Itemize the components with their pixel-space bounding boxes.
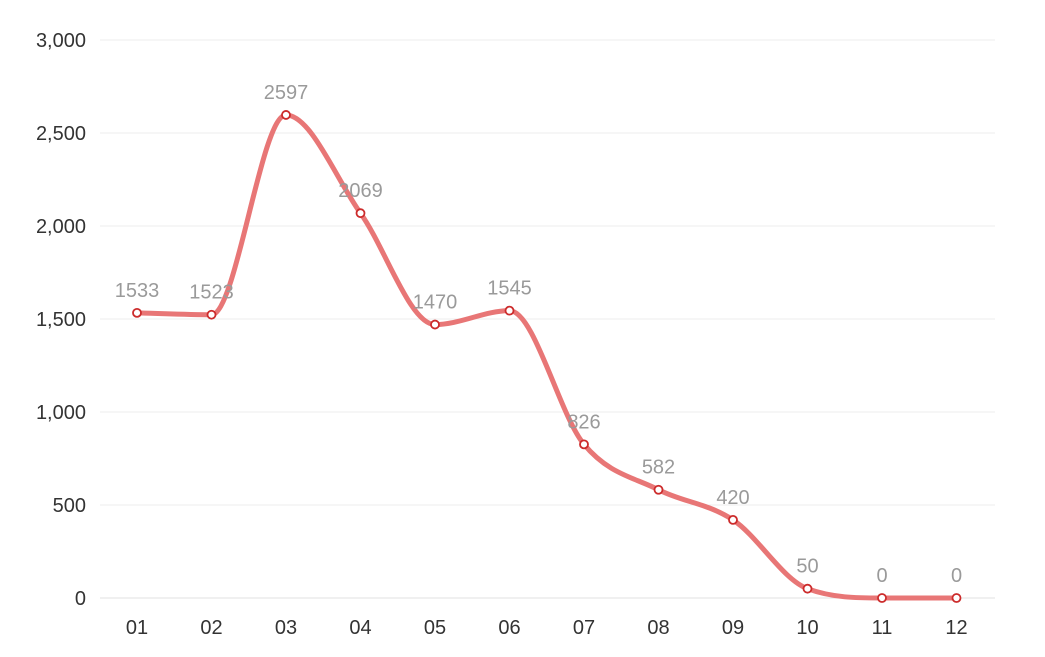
- y-axis: 0 500 1,000 1,500 2,000 2,500 3,000: [36, 30, 86, 610]
- data-point[interactable]: [430, 319, 440, 330]
- data-label: 2597: [264, 82, 309, 104]
- data-label: 0: [951, 565, 962, 587]
- y-tick-label: 0: [75, 588, 86, 610]
- x-axis: 01 02 03 04 05 06 07 08 09 10 11 12: [126, 617, 968, 639]
- y-tick-label: 1,000: [36, 402, 86, 424]
- data-point[interactable]: [877, 593, 887, 603]
- data-label: 1470: [413, 292, 458, 314]
- data-label: 420: [716, 487, 749, 509]
- x-tick-label: 08: [647, 617, 669, 639]
- x-tick-label: 05: [424, 617, 446, 639]
- x-tick-label: 11: [872, 617, 893, 639]
- x-tick-label: 12: [945, 617, 967, 639]
- x-tick-label: 01: [126, 617, 148, 639]
- data-label: 50: [796, 556, 818, 578]
- data-point[interactable]: [728, 514, 738, 525]
- y-tick-label: 2,000: [36, 216, 86, 238]
- x-tick-label: 02: [200, 617, 222, 639]
- x-tick-label: 09: [722, 617, 744, 639]
- x-tick-label: 10: [796, 617, 818, 639]
- data-point[interactable]: [132, 307, 142, 318]
- y-tick-label: 500: [53, 495, 86, 517]
- data-label: 582: [642, 457, 675, 479]
- data-point[interactable]: [579, 439, 589, 450]
- data-point[interactable]: [951, 593, 962, 603]
- data-point[interactable]: [206, 309, 217, 320]
- data-label: 1533: [115, 280, 160, 302]
- data-point[interactable]: [355, 208, 366, 219]
- x-tick-label: 06: [498, 617, 520, 639]
- data-point[interactable]: [653, 484, 664, 495]
- x-tick-label: 07: [573, 617, 595, 639]
- data-label: 1545: [487, 278, 532, 300]
- data-label: 2069: [338, 180, 383, 202]
- y-tick-label: 1,500: [36, 309, 86, 331]
- data-point[interactable]: [504, 305, 515, 316]
- data-label: 1523: [189, 282, 234, 304]
- data-point[interactable]: [802, 583, 813, 594]
- y-tick-label: 2,500: [36, 123, 86, 145]
- data-label: 0: [876, 565, 887, 587]
- grid-lines: [100, 39, 995, 599]
- series-line: [134, 112, 959, 601]
- data-labels: 1533 1523 2597 2069 1470 1545 826 582 420 50 0 0: [115, 82, 962, 587]
- series-line-group: [134, 112, 959, 601]
- x-tick-label: 04: [349, 617, 371, 639]
- x-tick-label: 03: [275, 617, 297, 639]
- point-markers: [132, 110, 962, 603]
- data-label: 826: [567, 411, 600, 433]
- y-tick-label: 3,000: [36, 30, 86, 52]
- data-point[interactable]: [281, 110, 291, 120]
